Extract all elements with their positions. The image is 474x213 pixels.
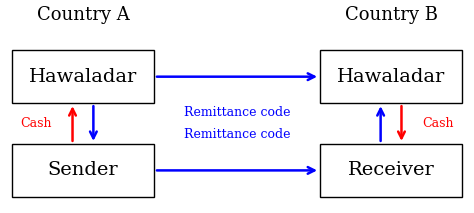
FancyBboxPatch shape (12, 50, 154, 103)
Text: Cash: Cash (20, 117, 51, 130)
Text: Country B: Country B (345, 6, 438, 24)
Text: Hawaladar: Hawaladar (337, 68, 445, 86)
Text: Remittance code: Remittance code (184, 128, 290, 141)
Text: Sender: Sender (48, 161, 118, 179)
Text: Country A: Country A (36, 6, 129, 24)
Text: Remittance code: Remittance code (184, 106, 290, 119)
Text: Cash: Cash (423, 117, 454, 130)
Text: Hawaladar: Hawaladar (29, 68, 137, 86)
FancyBboxPatch shape (12, 144, 154, 197)
FancyBboxPatch shape (320, 144, 462, 197)
Text: Receiver: Receiver (347, 161, 435, 179)
FancyBboxPatch shape (320, 50, 462, 103)
